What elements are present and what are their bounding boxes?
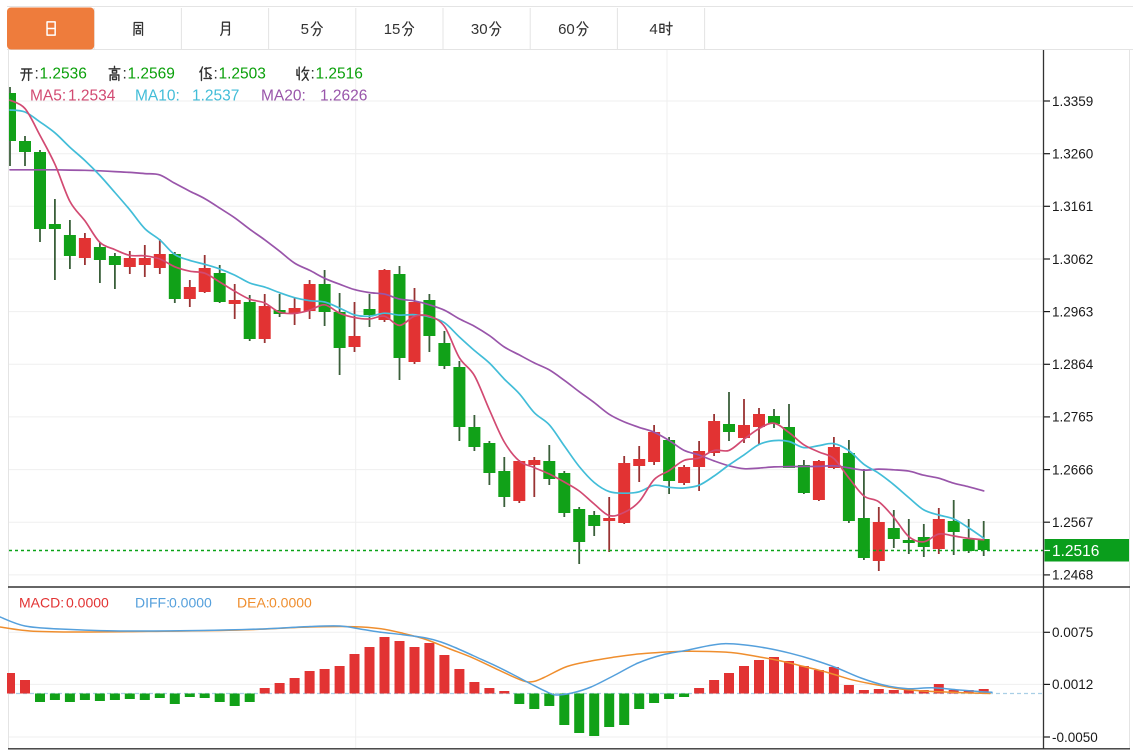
svg-text:1.2666: 1.2666 [1052, 462, 1093, 477]
svg-text:1.2963: 1.2963 [1052, 304, 1093, 319]
svg-text::: : [311, 66, 315, 83]
svg-text:1.3161: 1.3161 [1052, 199, 1093, 214]
svg-text::: : [123, 66, 127, 83]
svg-text:15: 15 [384, 21, 401, 38]
svg-text:1.2569: 1.2569 [128, 66, 175, 83]
svg-text:60: 60 [558, 21, 575, 38]
svg-text:30: 30 [471, 21, 488, 38]
svg-text:4: 4 [649, 21, 657, 38]
svg-text:0.0000: 0.0000 [66, 595, 109, 611]
svg-text:DIFF:: DIFF: [135, 595, 170, 611]
svg-text:MA10:: MA10: [135, 88, 180, 105]
svg-text:0.0012: 0.0012 [1052, 677, 1093, 692]
svg-text::: : [214, 66, 218, 83]
svg-text:1.3062: 1.3062 [1052, 252, 1093, 267]
svg-text:1.2765: 1.2765 [1052, 410, 1093, 425]
svg-text:1.2468: 1.2468 [1052, 568, 1093, 583]
svg-text:MA20:: MA20: [261, 88, 306, 105]
svg-text:1.2516: 1.2516 [1052, 543, 1099, 560]
svg-text:1.3359: 1.3359 [1052, 94, 1093, 109]
svg-text:1.2626: 1.2626 [320, 88, 367, 105]
svg-text:-0.0050: -0.0050 [1052, 730, 1098, 745]
svg-text:1.2516: 1.2516 [316, 66, 363, 83]
svg-text:1.2536: 1.2536 [40, 66, 87, 83]
svg-text:DEA:: DEA: [237, 595, 270, 611]
svg-text:1.2503: 1.2503 [219, 66, 266, 83]
svg-text:MA5:: MA5: [30, 88, 66, 105]
svg-text:5: 5 [301, 21, 309, 38]
svg-text:1.2537: 1.2537 [192, 88, 239, 105]
svg-text:1.2864: 1.2864 [1052, 357, 1094, 372]
svg-text:0.0000: 0.0000 [169, 595, 212, 611]
svg-text:0.0000: 0.0000 [269, 595, 312, 611]
svg-text:MACD:: MACD: [19, 595, 64, 611]
svg-text::: : [35, 66, 39, 83]
svg-text:1.2567: 1.2567 [1052, 515, 1093, 530]
svg-text:1.3260: 1.3260 [1052, 147, 1093, 162]
svg-text:1.2534: 1.2534 [68, 88, 116, 105]
svg-text:0.0075: 0.0075 [1052, 625, 1093, 640]
